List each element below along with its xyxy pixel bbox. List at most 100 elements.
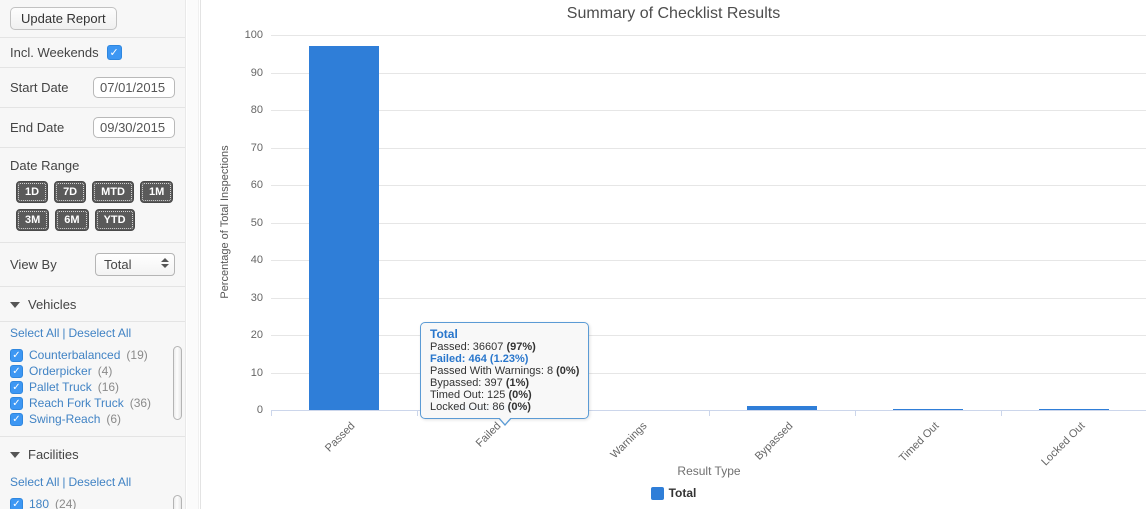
date-range-button-1m[interactable]: 1M xyxy=(139,181,174,203)
vehicle-checkbox[interactable]: ✓ xyxy=(10,348,23,362)
y-tick-label: 50 xyxy=(250,216,263,229)
facilities-list: ✓180(24)✓252(0)✓256(0) xyxy=(0,491,185,509)
link-separator: | xyxy=(62,475,66,489)
facility-checkbox[interactable]: ✓ xyxy=(10,497,23,509)
gridline xyxy=(271,260,1146,261)
facility-count: (24) xyxy=(55,497,77,509)
tooltip-row: Timed Out: 125 (0%) xyxy=(430,389,532,401)
facilities-select-all-link[interactable]: Select All xyxy=(10,475,60,489)
vehicle-item: ✓ Pallet Truck (16) xyxy=(10,380,167,394)
update-report-button[interactable]: Update Report xyxy=(10,7,117,30)
date-range-button-1d[interactable]: 1D xyxy=(16,181,49,203)
facility-item: ✓ 180 (24) xyxy=(10,497,167,509)
legend-label: Total xyxy=(668,486,697,500)
tooltip-row: Passed With Warnings: 8 (0%) xyxy=(430,365,580,377)
end-date-input[interactable] xyxy=(93,117,175,138)
bar-passed[interactable] xyxy=(309,46,379,410)
legend-item-total[interactable]: Total xyxy=(650,486,697,500)
facilities-group-header[interactable]: Facilities xyxy=(0,437,185,471)
vehicles-select-all-link[interactable]: Select All xyxy=(10,326,60,340)
view-by-section: View By Total xyxy=(0,243,185,287)
date-range-button-3m[interactable]: 3M xyxy=(16,209,50,231)
filter-sidebar: Update Report Incl. Weekends ✓ Start Dat… xyxy=(0,0,186,509)
y-tick-label: 30 xyxy=(250,291,263,304)
date-range-button-mtd[interactable]: MTD xyxy=(92,181,134,203)
vehicle-count: (19) xyxy=(126,348,148,362)
chart-panel: Summary of Checklist Results Percentage … xyxy=(200,0,1146,509)
vehicles-list: ✓ Counterbalanced (19) ✓ Orderpicker (4) ✓ Pall… xyxy=(0,342,185,437)
vehicle-checkbox[interactable]: ✓ xyxy=(10,380,23,394)
x-axis-tick xyxy=(1001,411,1002,416)
x-axis-line xyxy=(271,410,1146,411)
link-separator: | xyxy=(62,326,66,340)
y-tick-label: 70 xyxy=(250,141,263,154)
vehicle-label: Reach Fork Truck xyxy=(29,396,124,410)
x-category-label: Locked Out xyxy=(1039,420,1088,469)
view-by-value: Total xyxy=(104,257,132,272)
facilities-scrollbar[interactable] xyxy=(173,495,182,509)
chart-title: Summary of Checklist Results xyxy=(566,5,781,22)
x-category-label: Bypassed xyxy=(752,420,796,463)
x-axis-title: Result Type xyxy=(677,464,741,478)
y-tick-label: 90 xyxy=(250,66,263,79)
date-range-button-6m[interactable]: 6M xyxy=(55,209,89,231)
y-tick-label: 60 xyxy=(250,179,263,191)
end-date-label: End Date xyxy=(10,120,65,135)
vehicle-count: (4) xyxy=(97,364,113,378)
gridline xyxy=(271,335,1146,336)
bar-bypassed[interactable] xyxy=(747,406,817,410)
start-date-section: Start Date xyxy=(0,68,185,108)
vehicle-label: Counterbalanced xyxy=(29,348,121,362)
x-axis-tick xyxy=(709,411,710,416)
bar-locked-out[interactable] xyxy=(1039,409,1109,410)
vehicles-scrollbar[interactable] xyxy=(173,346,182,420)
gridline xyxy=(271,297,1146,299)
vehicle-count: (36) xyxy=(129,396,152,410)
vehicles-group-header[interactable]: Vehicles xyxy=(0,287,185,322)
end-date-section: End Date xyxy=(0,108,185,148)
vehicle-checkbox[interactable]: ✓ xyxy=(10,396,23,410)
vehicle-label: Pallet Truck xyxy=(29,380,92,394)
incl-weekends-section: Incl. Weekends ✓ xyxy=(0,38,185,68)
x-axis-tick xyxy=(271,411,272,416)
incl-weekends-label: Incl. Weekends xyxy=(10,45,99,60)
gridline xyxy=(271,372,1146,374)
vehicle-item: ✓ Swing-Reach (6) xyxy=(10,412,167,426)
vehicle-count: (6) xyxy=(106,412,122,426)
y-tick-label: 80 xyxy=(250,104,263,116)
x-category-label: Warnings xyxy=(608,420,650,462)
x-axis-tick xyxy=(417,411,418,416)
facilities-deselect-all-link[interactable]: Deselect All xyxy=(68,475,132,489)
y-tick-label: 0 xyxy=(256,404,263,416)
view-by-select[interactable]: Total xyxy=(95,253,175,276)
chart-tooltip: Total Passed: 36607 (97%) Failed: 464 (1.… xyxy=(420,322,590,426)
chart-legend: Total xyxy=(201,486,1146,500)
vehicle-checkbox[interactable]: ✓ xyxy=(10,412,23,426)
date-range-buttons: 1D 7D MTD 1M 3M 6M YTD xyxy=(16,181,176,231)
date-range-button-7d[interactable]: 7D xyxy=(54,181,87,203)
date-range-button-ytd[interactable]: YTD xyxy=(94,209,135,231)
tooltip-header: Total xyxy=(430,327,458,341)
page-scrollbar[interactable] xyxy=(187,0,199,509)
facilities-links: Select All | Deselect All xyxy=(0,471,185,491)
start-date-input[interactable] xyxy=(93,77,175,98)
vehicles-links: Select All | Deselect All xyxy=(0,322,185,342)
gridline xyxy=(271,110,1146,111)
vehicles-deselect-all-link[interactable]: Deselect All xyxy=(68,326,132,340)
y-tick-label: 10 xyxy=(250,366,263,379)
x-axis-tick xyxy=(855,411,856,416)
vehicle-item: ✓ Reach Fork Truck (36) xyxy=(10,396,167,410)
incl-weekends-checkbox[interactable]: ✓ xyxy=(106,45,122,60)
vehicle-item: ✓ Orderpicker (4) xyxy=(10,364,167,378)
tooltip-row: Failed: 464 (1.23%) xyxy=(430,353,529,365)
vehicle-count: (16) xyxy=(97,380,120,394)
facility-label: 180 xyxy=(29,497,50,509)
update-report-section: Update Report xyxy=(0,0,185,38)
gridline xyxy=(271,222,1146,224)
legend-swatch xyxy=(650,486,664,500)
y-tick-label: 20 xyxy=(250,329,263,341)
vehicle-checkbox[interactable]: ✓ xyxy=(10,364,23,378)
vehicle-label: Orderpicker xyxy=(29,364,92,378)
bar-timed-out[interactable] xyxy=(893,408,963,410)
tooltip-row: Bypassed: 397 (1%) xyxy=(430,377,530,389)
